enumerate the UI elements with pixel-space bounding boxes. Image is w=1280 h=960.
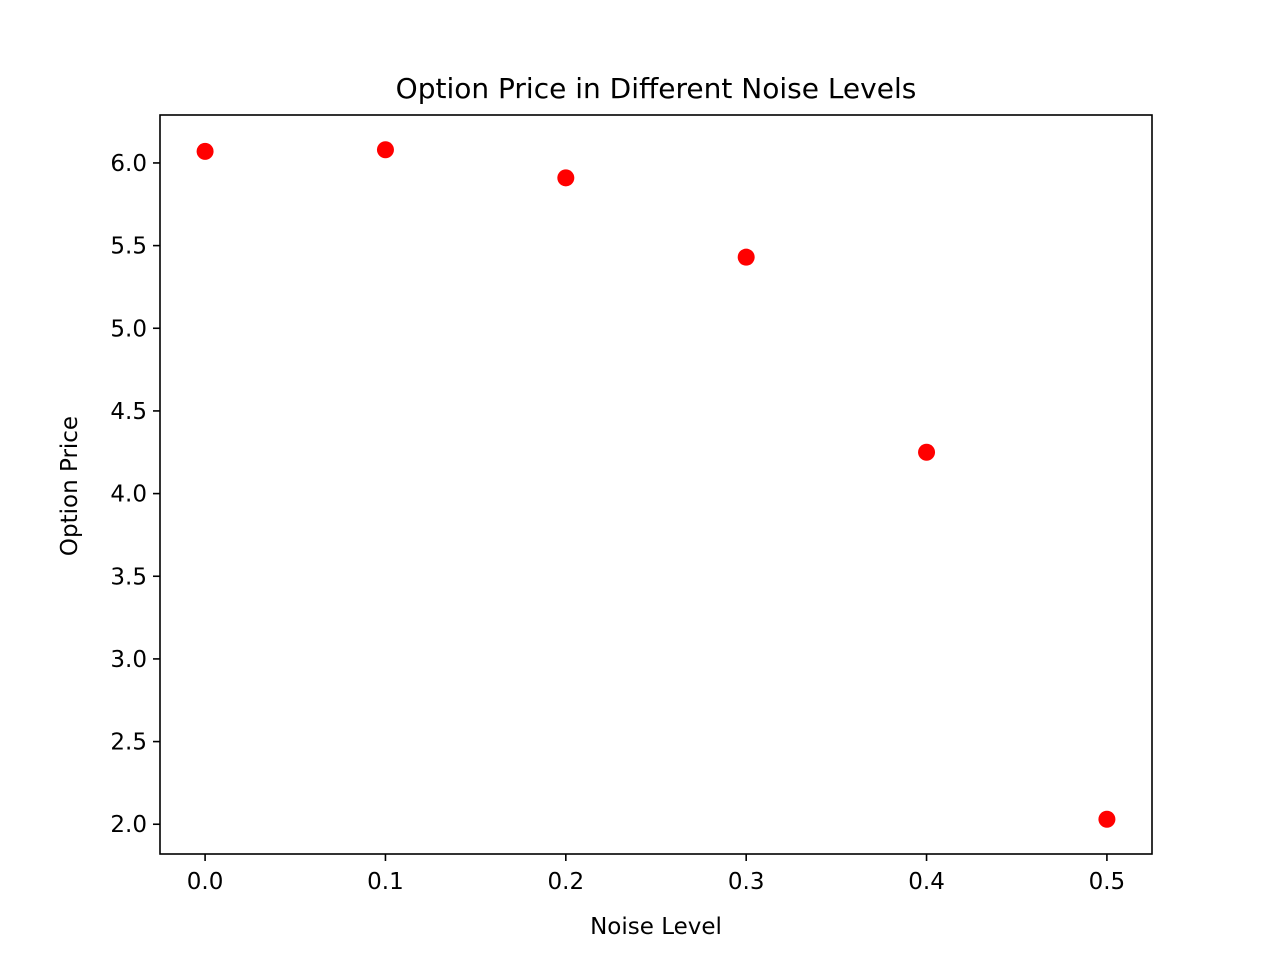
plot-area-frame (159, 114, 1153, 855)
x-tick-label: 0.4 (908, 869, 945, 895)
data-point (376, 141, 394, 159)
data-point (918, 443, 936, 461)
x-tick-label: 0.0 (187, 869, 224, 895)
x-tick-label: 0.3 (728, 869, 765, 895)
y-tick-label: 5.5 (110, 234, 147, 260)
x-axis-ticks: 0.0 0.1 0.2 0.3 0.4 0.5 (187, 854, 1125, 895)
data-point (196, 142, 214, 160)
chart-title: Option Price in Different Noise Levels (396, 72, 917, 105)
y-tick-label: 3.0 (110, 647, 147, 673)
data-point (737, 248, 755, 266)
x-tick-label: 0.1 (367, 869, 404, 895)
y-tick-label: 4.0 (110, 482, 147, 508)
data-point (1098, 810, 1116, 828)
x-tick-label: 0.5 (1089, 869, 1126, 895)
data-point (557, 169, 575, 187)
y-tick-label: 6.0 (110, 151, 147, 177)
y-axis-label: Option Price (57, 416, 83, 556)
y-tick-label: 3.5 (110, 564, 147, 590)
y-axis-ticks: 2.0 2.5 3.0 3.5 4.0 4.5 5.0 5.5 6.0 (110, 151, 160, 838)
y-tick-label: 2.0 (110, 812, 147, 838)
y-tick-label: 5.0 (110, 316, 147, 342)
x-axis-label: Noise Level (590, 914, 722, 940)
y-tick-label: 2.5 (110, 730, 147, 756)
y-tick-label: 4.5 (110, 399, 147, 425)
data-points (196, 141, 1116, 828)
x-tick-label: 0.2 (548, 869, 585, 895)
